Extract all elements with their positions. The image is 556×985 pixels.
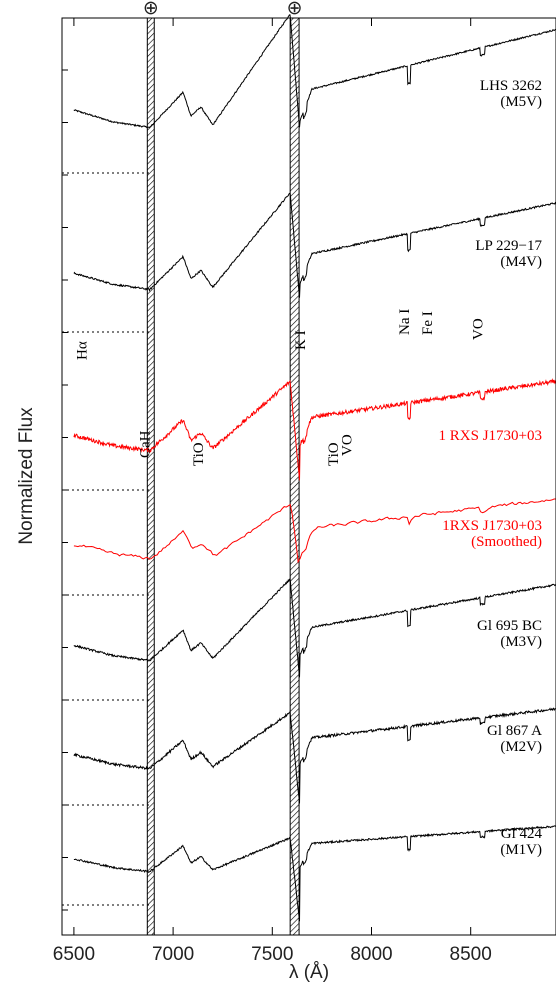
spectrum-1 xyxy=(73,14,556,129)
feature-label-5: VO xyxy=(471,318,487,340)
spectrum-5 xyxy=(73,578,556,678)
feature-label-6: CaH xyxy=(137,430,153,458)
series-type-6: (M2V) xyxy=(500,739,542,755)
earth-symbol-1: ⊕ xyxy=(143,0,159,19)
x-tick-label-4: 8000 xyxy=(350,944,392,965)
feature-label-2: K I xyxy=(293,330,309,350)
series-type-5: (M3V) xyxy=(500,634,542,650)
feature-label-9: VO xyxy=(340,434,356,456)
plot-frame xyxy=(61,17,556,936)
series-name-6: Gl 867 A xyxy=(487,723,542,739)
series-type-7: (M1V) xyxy=(500,842,542,858)
x-tick-label-5: 8500 xyxy=(450,944,492,965)
spectrum-4 xyxy=(73,498,556,564)
telluric-bands: ⊕ ⊕ xyxy=(143,0,303,936)
x-axis-title: λ (Å) xyxy=(289,962,329,983)
series-name-1: LHS 3262 xyxy=(480,78,542,94)
spectrum-2 xyxy=(73,192,556,298)
series-type-2: (M4V) xyxy=(500,254,542,270)
series-type-1: (M5V) xyxy=(500,94,542,110)
spectrum-3 xyxy=(73,378,556,481)
feature-label-7: TiO xyxy=(191,442,207,466)
series-name-4: 1RXS J1730+03 xyxy=(442,518,542,534)
telluric-band-2 xyxy=(289,17,300,936)
telluric-band-1 xyxy=(146,17,155,936)
spectrum-7 xyxy=(73,825,556,922)
series-name-5: Gl 695 BC xyxy=(477,618,542,634)
series-name-7: Gl 424 xyxy=(501,826,543,842)
feature-label-1: Hα xyxy=(74,341,90,360)
spectra-series xyxy=(73,14,556,922)
feature-label-3: Na I xyxy=(397,309,413,335)
y-axis-title: Normalized Flux xyxy=(16,407,37,545)
series-name-3: 1 RXS J1730+03 xyxy=(439,428,542,444)
series-name-2: LP 229−17 xyxy=(475,238,542,254)
axis-ticks: 6500 7000 7500 8000 8500 xyxy=(53,18,492,965)
earth-symbol-2: ⊕ xyxy=(287,0,303,19)
feature-label-8: TiO xyxy=(326,442,342,466)
feature-label-4: Fe I xyxy=(420,311,436,335)
x-tick-label-2: 7000 xyxy=(152,944,194,965)
x-tick-label-1: 6500 xyxy=(53,944,95,965)
spectrum-6 xyxy=(73,707,556,804)
series-type-4: (Smoothed) xyxy=(471,534,542,550)
x-tick-label-3: 7500 xyxy=(251,944,293,965)
series-labels: LHS 3262(M5V) LP 229−17(M4V) 1 RXS J1730+0… xyxy=(439,78,543,858)
